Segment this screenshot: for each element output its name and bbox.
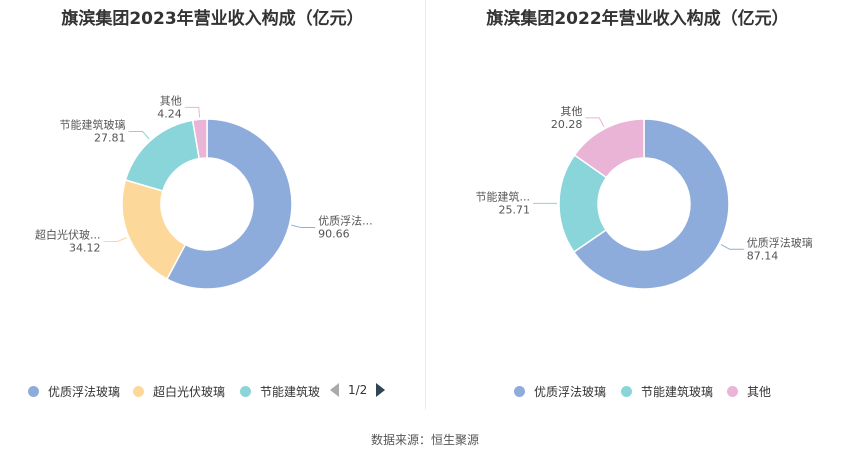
legend-item-other[interactable]: 其他 xyxy=(727,383,771,400)
slice-label: 其他 xyxy=(560,105,582,118)
slice-value-label: 34.12 xyxy=(69,241,101,254)
legend-dot xyxy=(28,386,39,397)
chart-title: 旗滨集团2022年营业收入构成（亿元） xyxy=(486,9,789,29)
data-source-note: 数据来源：恒生聚源 xyxy=(370,433,479,447)
label-leader-line xyxy=(720,244,744,250)
legend: 优质浮法玻璃 节能建筑玻璃 其他 xyxy=(425,383,850,403)
legend-item-float-glass[interactable]: 优质浮法玻璃 xyxy=(514,383,606,400)
legend-label: 节能建筑玻璃 xyxy=(641,385,714,399)
pie-slice-0[interactable] xyxy=(572,118,730,290)
label-leader-line xyxy=(128,131,150,140)
legend: 优质浮法玻璃 超白光伏玻璃 节能建筑玻 1/2 xyxy=(0,383,425,403)
pie-slice-2[interactable] xyxy=(124,119,201,192)
chart-panel-2022: 旗滨集团2022年营业收入构成（亿元） 优质浮法玻璃 87.14 节能建筑... 25… xyxy=(425,0,850,410)
legend-dot xyxy=(727,386,738,397)
legend-dot xyxy=(621,386,632,397)
slice-label: 节能建筑玻璃 xyxy=(60,118,126,132)
legend-label: 超白光伏玻璃 xyxy=(153,385,226,399)
legend-item-float-glass[interactable]: 优质浮法玻璃 xyxy=(28,383,120,400)
legend-page-indicator: 1/2 xyxy=(348,383,368,397)
legend-pager: 1/2 xyxy=(330,383,386,397)
legend-dot xyxy=(240,386,251,397)
legend-prev-arrow-icon[interactable] xyxy=(330,383,339,397)
label-leader-line xyxy=(291,224,316,229)
legend-item-pv-glass[interactable]: 超白光伏玻璃 xyxy=(133,383,225,400)
legend-label: 节能建筑玻 xyxy=(260,385,321,399)
slice-value-label: 4.24 xyxy=(157,107,182,120)
pie-slice-2[interactable] xyxy=(573,118,645,179)
label-leader-line xyxy=(585,117,605,128)
pie-slice-0[interactable] xyxy=(165,118,293,290)
label-leader-line xyxy=(184,106,201,118)
slice-label: 优质浮法... xyxy=(318,214,373,228)
legend-item-energy-glass[interactable]: 节能建筑玻 xyxy=(240,383,320,400)
slice-value-label: 87.14 xyxy=(747,249,779,262)
slice-value-label: 25.71 xyxy=(499,203,530,216)
legend-next-arrow-icon[interactable] xyxy=(376,383,386,397)
chart-title: 旗滨集团2023年营业收入构成（亿元） xyxy=(61,9,364,29)
legend-dot xyxy=(133,386,144,397)
label-leader-line xyxy=(103,237,127,242)
slice-value-label: 90.66 xyxy=(318,228,350,241)
legend-label: 优质浮法玻璃 xyxy=(48,385,121,399)
slice-label: 超白光伏玻... xyxy=(35,227,101,241)
legend-label: 其他 xyxy=(747,385,772,399)
legend-item-energy-glass[interactable]: 节能建筑玻璃 xyxy=(621,383,713,400)
legend-label: 优质浮法玻璃 xyxy=(534,385,607,399)
slice-value-label: 20.28 xyxy=(551,118,583,131)
panel-divider xyxy=(425,0,426,410)
slice-value-label: 27.81 xyxy=(94,132,126,145)
slice-label: 节能建筑... xyxy=(476,189,530,203)
slice-label: 其他 xyxy=(160,94,182,107)
slice-label: 优质浮法玻璃 xyxy=(747,235,813,249)
chart-panel-2023: 旗滨集团2023年营业收入构成（亿元） 优质浮法... 90.66 超白光伏玻...… xyxy=(0,0,425,410)
pie-slice-3[interactable] xyxy=(191,118,208,160)
legend-dot xyxy=(514,386,525,397)
